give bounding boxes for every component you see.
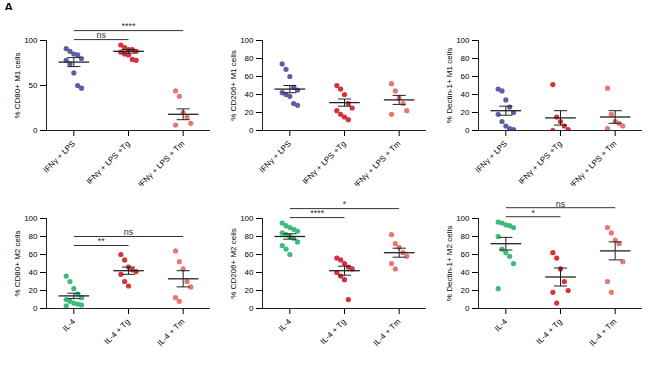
svg-text:100: 100 [240,36,254,45]
svg-text:*: * [343,199,347,209]
svg-text:*: * [531,208,535,218]
svg-text:60: 60 [29,250,38,259]
svg-text:0: 0 [465,304,470,313]
svg-text:40: 40 [245,268,254,277]
svg-text:% Dectin-1+ M1 cells: % Dectin-1+ M1 cells [445,48,454,123]
svg-text:IFNγ + LPS +Tg: IFNγ + LPS +Tg [301,139,348,186]
svg-text:80: 80 [461,232,470,241]
svg-text:ns: ns [556,199,566,209]
svg-text:ns: ns [124,227,134,237]
svg-text:% CD206+ M2 cells: % CD206+ M2 cells [229,228,238,298]
svg-text:IFNγ + LPS +Tg: IFNγ + LPS +Tg [517,139,564,186]
svg-text:IFNγ + LPS + Tm: IFNγ + LPS + Tm [136,139,186,186]
svg-text:80: 80 [245,232,254,241]
svg-text:IFNγ + LPS: IFNγ + LPS [258,139,293,174]
svg-text:IL-4: IL-4 [61,317,78,334]
svg-text:50: 50 [29,81,38,90]
svg-text:60: 60 [461,250,470,259]
svg-text:IFNγ + LPS: IFNγ + LPS [474,139,509,174]
svg-text:0: 0 [249,304,254,313]
svg-text:% CD80+ M1 cells: % CD80+ M1 cells [13,52,22,118]
svg-text:20: 20 [245,286,254,295]
svg-text:% CD80+ M2 cells: % CD80+ M2 cells [13,230,22,296]
svg-text:20: 20 [245,108,254,117]
svg-text:40: 40 [29,268,38,277]
svg-text:0: 0 [33,126,38,135]
svg-text:IL-4 + Tm: IL-4 + Tm [588,317,619,348]
svg-text:% Dectin-1+ M2 cells: % Dectin-1+ M2 cells [445,226,454,301]
svg-text:60: 60 [245,72,254,81]
svg-text:40: 40 [245,90,254,99]
svg-text:40: 40 [461,90,470,99]
svg-text:****: **** [310,208,325,218]
svg-text:20: 20 [461,286,470,295]
svg-text:IL-4 + Tm: IL-4 + Tm [156,317,187,348]
svg-text:100: 100 [24,214,38,223]
svg-text:ns: ns [96,30,106,40]
svg-text:**: ** [98,236,106,246]
svg-text:0: 0 [465,126,470,135]
svg-text:IFNγ + LPS: IFNγ + LPS [42,139,77,174]
svg-text:IL-4: IL-4 [493,317,510,334]
svg-text:100: 100 [240,214,254,223]
svg-text:100: 100 [24,36,38,45]
svg-text:60: 60 [245,250,254,259]
svg-text:IL-4 + Tg: IL-4 + Tg [535,317,564,346]
svg-text:IFNγ + LPS + Tm: IFNγ + LPS + Tm [568,139,618,186]
svg-text:IFNγ + LPS +Tg: IFNγ + LPS +Tg [85,139,132,186]
svg-text:20: 20 [461,108,470,117]
svg-text:100: 100 [456,214,470,223]
svg-text:IFNγ + LPS + Tm: IFNγ + LPS + Tm [352,139,402,186]
svg-text:IL-4: IL-4 [277,317,294,334]
svg-text:IL-4 + Tg: IL-4 + Tg [319,317,348,346]
svg-text:40: 40 [461,268,470,277]
svg-text:% CD206+ M1 cells: % CD206+ M1 cells [229,50,238,120]
html-text:A: A [4,0,14,15]
svg-text:80: 80 [29,232,38,241]
svg-text:20: 20 [29,286,38,295]
svg-text:80: 80 [245,54,254,63]
svg-text:****: **** [121,21,136,31]
svg-text:0: 0 [33,304,38,313]
svg-text:100: 100 [456,36,470,45]
svg-text:60: 60 [461,72,470,81]
svg-text:80: 80 [461,54,470,63]
svg-text:IL-4 + Tm: IL-4 + Tm [372,317,403,348]
svg-text:0: 0 [249,126,254,135]
svg-text:IL-4 + Tg: IL-4 + Tg [103,317,132,346]
